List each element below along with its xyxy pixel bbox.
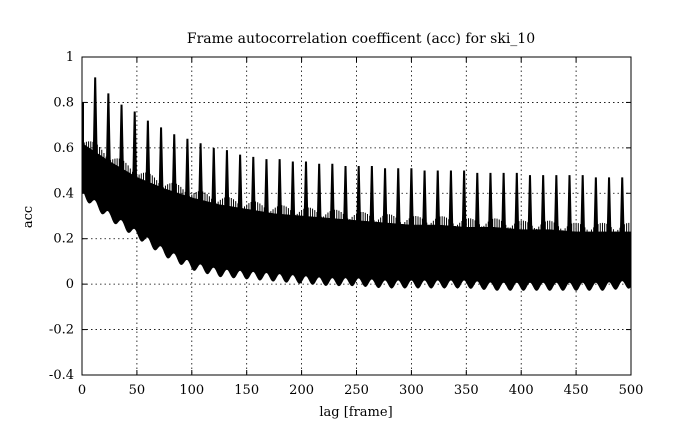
series-peak xyxy=(553,175,559,244)
x-tick-label: 50 xyxy=(129,383,146,398)
series-peak xyxy=(514,172,520,243)
y-tick-label: 0 xyxy=(66,277,74,292)
x-tick-label: 150 xyxy=(234,383,259,398)
series-peak xyxy=(408,168,414,239)
x-tick-label: 200 xyxy=(289,383,314,398)
x-tick-label: 300 xyxy=(399,383,424,398)
series-peak xyxy=(118,104,125,183)
series-peak xyxy=(277,159,283,228)
series-peak xyxy=(237,154,243,222)
series-peak xyxy=(593,177,599,246)
series-peak xyxy=(263,159,270,227)
x-tick-label: 400 xyxy=(509,383,534,398)
series-peak xyxy=(356,166,362,235)
x-tick-label: 450 xyxy=(564,383,589,398)
x-tick-label: 0 xyxy=(78,383,86,398)
series-peak xyxy=(501,172,507,242)
series-peak xyxy=(184,138,191,211)
series-peak xyxy=(250,156,256,224)
series-peak xyxy=(474,172,480,242)
y-tick-label: 0.6 xyxy=(53,141,74,156)
x-tick-label: 350 xyxy=(454,383,479,398)
axis-ticks: 0 50 100 150 200 250 300 350 400 450 500 -0.4 -0.2 0 0… xyxy=(49,50,643,398)
series-peak xyxy=(580,175,586,246)
series-peak xyxy=(329,163,335,233)
y-tick-label: -0.2 xyxy=(49,323,74,338)
series-peak xyxy=(224,150,230,220)
y-tick-label: 0.2 xyxy=(53,232,74,247)
x-tick-label: 250 xyxy=(344,383,369,398)
series-peak xyxy=(342,166,349,234)
x-tick-label: 500 xyxy=(619,383,644,398)
x-axis-label: lag [frame] xyxy=(319,405,392,420)
series-peak xyxy=(197,143,204,214)
y-tick-label: 1 xyxy=(66,50,74,65)
x-tick-label: 100 xyxy=(179,383,204,398)
series-peak xyxy=(421,170,428,239)
series-peak xyxy=(566,175,573,246)
series-peak xyxy=(527,175,533,244)
series-peak xyxy=(540,175,546,244)
y-axis-label: acc xyxy=(21,206,36,228)
y-tick-label: -0.4 xyxy=(49,368,74,383)
series-peak xyxy=(171,134,177,206)
series-peak xyxy=(487,172,494,242)
series-peak xyxy=(382,168,388,237)
series-peak xyxy=(606,177,612,246)
series-peak xyxy=(435,170,441,239)
series-peak xyxy=(448,170,454,240)
series-peak xyxy=(303,161,309,231)
series-peak xyxy=(92,77,98,166)
y-tick-label: 0.4 xyxy=(53,186,74,201)
series-peak xyxy=(461,170,467,241)
series-peak xyxy=(619,177,625,246)
series-peak xyxy=(158,127,164,202)
chart-title: Frame autocorrelation coefficent (acc) f… xyxy=(187,31,535,47)
series-peak xyxy=(211,147,217,217)
series-peak xyxy=(132,111,138,190)
series-peak xyxy=(290,161,296,229)
y-tick-label: 0.8 xyxy=(53,95,74,110)
series-peak xyxy=(105,93,111,175)
series-peak xyxy=(316,163,322,232)
series-peak xyxy=(145,120,151,196)
series-peak xyxy=(395,168,401,238)
series-peak xyxy=(369,166,375,236)
